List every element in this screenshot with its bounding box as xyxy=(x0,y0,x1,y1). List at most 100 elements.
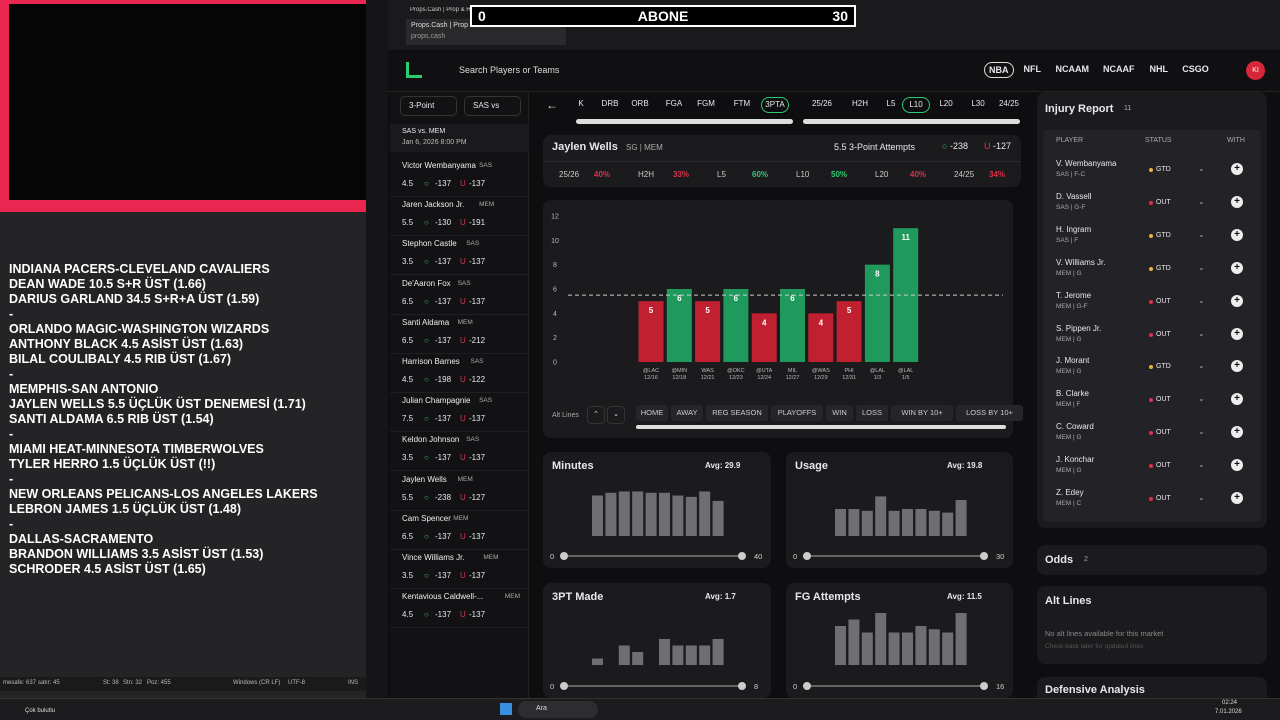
stat-tab[interactable]: FGM xyxy=(697,99,715,108)
side-strip xyxy=(366,0,388,698)
injury-team: MEM | G xyxy=(1056,335,1082,343)
player-row[interactable]: Keldon Johnson SAS 3.5 ○ -137 U -137 xyxy=(390,432,529,472)
back-button[interactable]: ← xyxy=(546,98,558,112)
player-team: SAS xyxy=(470,358,484,365)
expand[interactable]: ⌄ xyxy=(1198,394,1205,404)
expand[interactable]: ⌄ xyxy=(1198,328,1205,338)
range-max: 30 xyxy=(996,552,1005,561)
alt-filter[interactable]: WIN xyxy=(826,405,853,421)
player-row[interactable]: Cam Spencer MEM 6.5 ○ -137 U -137 xyxy=(390,511,529,550)
alt-filter[interactable]: WIN BY 10+ xyxy=(891,405,953,421)
expand[interactable]: ⌄ xyxy=(1198,361,1205,371)
league-tab[interactable]: NFL xyxy=(1023,64,1042,74)
search[interactable]: Search Players or Teams xyxy=(459,65,560,75)
with-toggle[interactable]: + xyxy=(1231,393,1243,406)
expand[interactable]: ⌄ xyxy=(1198,427,1205,437)
stat-tab[interactable]: ORB xyxy=(631,99,649,108)
range-tab[interactable]: H2H xyxy=(851,99,868,108)
avatar[interactable]: KI xyxy=(1246,61,1265,80)
with-toggle[interactable]: + xyxy=(1231,228,1243,241)
league-tab[interactable]: CSGO xyxy=(1182,64,1209,74)
expand[interactable]: ⌄ xyxy=(1198,493,1205,502)
stat-tab[interactable]: K xyxy=(578,99,584,108)
player-row[interactable]: De'Aaron Fox SAS 6.5 ○ -137 U -137 xyxy=(390,276,529,315)
weather[interactable]: Çok bulutlu xyxy=(25,708,56,714)
under-odds: -122 xyxy=(469,375,486,384)
injury-name: T. Jerome xyxy=(1056,290,1092,300)
stat-tab[interactable]: FTM xyxy=(733,99,751,108)
player-row[interactable]: Kentavious Caldwell-... MEM 4.5 ○ -137 U -137 xyxy=(390,589,529,629)
league-tab[interactable]: NHL xyxy=(1149,64,1169,74)
alt-filter[interactable]: LOSS BY 10+ xyxy=(956,405,1023,421)
taskbar-search[interactable]: Ara xyxy=(518,701,598,718)
player-row[interactable]: Jaylen Wells MEM 5.5 ○ -238 U -127 xyxy=(390,472,529,511)
range-tab[interactable]: 24/25 xyxy=(998,99,1020,108)
under-icon: U xyxy=(460,218,466,228)
site-header: Search Players or Teams NBA NFL NCAAM NCAAF… xyxy=(388,50,1280,92)
player-row[interactable]: Santi Aldama MEM 6.5 ○ -137 U -212 xyxy=(390,315,529,354)
under-icon: U xyxy=(460,375,466,384)
alt-filter[interactable]: AWAY xyxy=(671,405,703,421)
league-tab[interactable]: NCAAF xyxy=(1103,64,1135,74)
status-dot xyxy=(1149,233,1153,238)
player-row[interactable]: Victor Wembanyama SAS 4.5 ○ -137 U -137 xyxy=(390,158,529,197)
injury-team: MEM | C xyxy=(1056,500,1082,507)
alt-filter[interactable]: HOME xyxy=(636,405,668,421)
with-toggle[interactable]: + xyxy=(1231,459,1243,472)
alt-filter[interactable]: REG SEASON xyxy=(706,405,768,421)
injury-name: V. Williams Jr. xyxy=(1056,257,1106,267)
game-select[interactable]: SAS vs xyxy=(464,96,521,116)
with-toggle[interactable]: + xyxy=(1231,163,1243,175)
alt-filter[interactable]: LOSS xyxy=(856,405,888,421)
with-toggle[interactable]: + xyxy=(1231,492,1243,504)
under-odds: -137 xyxy=(469,610,486,620)
stat-tab[interactable]: 3PTA xyxy=(761,97,789,113)
player-row[interactable]: Harrison Barnes SAS 4.5 ○ -198 U -122 xyxy=(390,354,529,393)
range-tab[interactable]: L30 xyxy=(971,99,985,108)
player-team: MEM xyxy=(457,318,473,326)
status-dot xyxy=(1149,365,1153,370)
league-tab[interactable]: NBA xyxy=(984,62,1014,78)
stat-tab[interactable]: DRB xyxy=(601,99,619,108)
logo[interactable] xyxy=(406,62,422,78)
with-toggle[interactable]: + xyxy=(1231,261,1243,274)
browser-tab[interactable]: Props.Cash | Prop & Hit Finder xyxy=(410,7,490,13)
market-select[interactable]: 3-Point xyxy=(400,96,457,116)
alt-down[interactable]: ⌄ xyxy=(607,406,625,424)
expand[interactable]: ⌄ xyxy=(1198,164,1205,173)
with-toggle[interactable]: + xyxy=(1231,327,1243,340)
start-button[interactable] xyxy=(500,703,512,715)
range-tab[interactable]: 25/26 xyxy=(811,99,833,108)
with-toggle[interactable]: + xyxy=(1231,360,1243,373)
player-market: 5.5 3-Point Attempts xyxy=(834,142,916,152)
expand[interactable]: ⌄ xyxy=(1198,229,1205,239)
alt-filter[interactable]: PLAYOFFS xyxy=(771,405,823,421)
stat-tab[interactable]: FGA xyxy=(665,99,683,108)
range-tab[interactable]: L5 xyxy=(886,99,896,108)
range-tab[interactable]: L20 xyxy=(939,99,953,108)
status-dot xyxy=(1149,266,1153,271)
range-tab[interactable]: L10 xyxy=(902,97,930,113)
injury-status: OUT xyxy=(1156,297,1171,305)
expand[interactable]: ⌄ xyxy=(1198,295,1205,305)
expand[interactable]: ⌄ xyxy=(1198,262,1205,272)
expand[interactable]: ⌄ xyxy=(1198,196,1205,206)
with-toggle[interactable]: + xyxy=(1231,294,1243,307)
league-tab[interactable]: NCAAM xyxy=(1055,64,1090,74)
player-row[interactable]: Julian Champagnie SAS 7.5 ○ -137 U -137 xyxy=(390,393,529,433)
with-toggle[interactable]: + xyxy=(1231,426,1243,439)
expand[interactable]: ⌄ xyxy=(1198,460,1205,470)
player-line: 6.5 xyxy=(402,335,414,345)
player-team: SAS xyxy=(466,436,480,444)
over-odds: -137 xyxy=(435,335,452,345)
bet-line: DEAN WADE 10.5 S+R ÜST (1.66) xyxy=(9,277,206,291)
player-line: 3.5 xyxy=(402,453,414,463)
with-toggle[interactable]: + xyxy=(1231,195,1243,208)
player-row[interactable]: Jaren Jackson Jr. MEM 5.5 ○ -130 U -191 xyxy=(390,197,529,237)
alt-up[interactable]: ⌃ xyxy=(587,406,605,424)
under-odds: U -127 xyxy=(984,141,1012,151)
under-odds: -137 xyxy=(469,296,486,306)
player-row[interactable]: Stephon Castle SAS 3.5 ○ -137 U -137 xyxy=(390,236,529,276)
player-row[interactable]: Vince Williams Jr. MEM 3.5 ○ -137 U -137 xyxy=(390,550,529,589)
overlay-left: 0 xyxy=(478,8,486,24)
